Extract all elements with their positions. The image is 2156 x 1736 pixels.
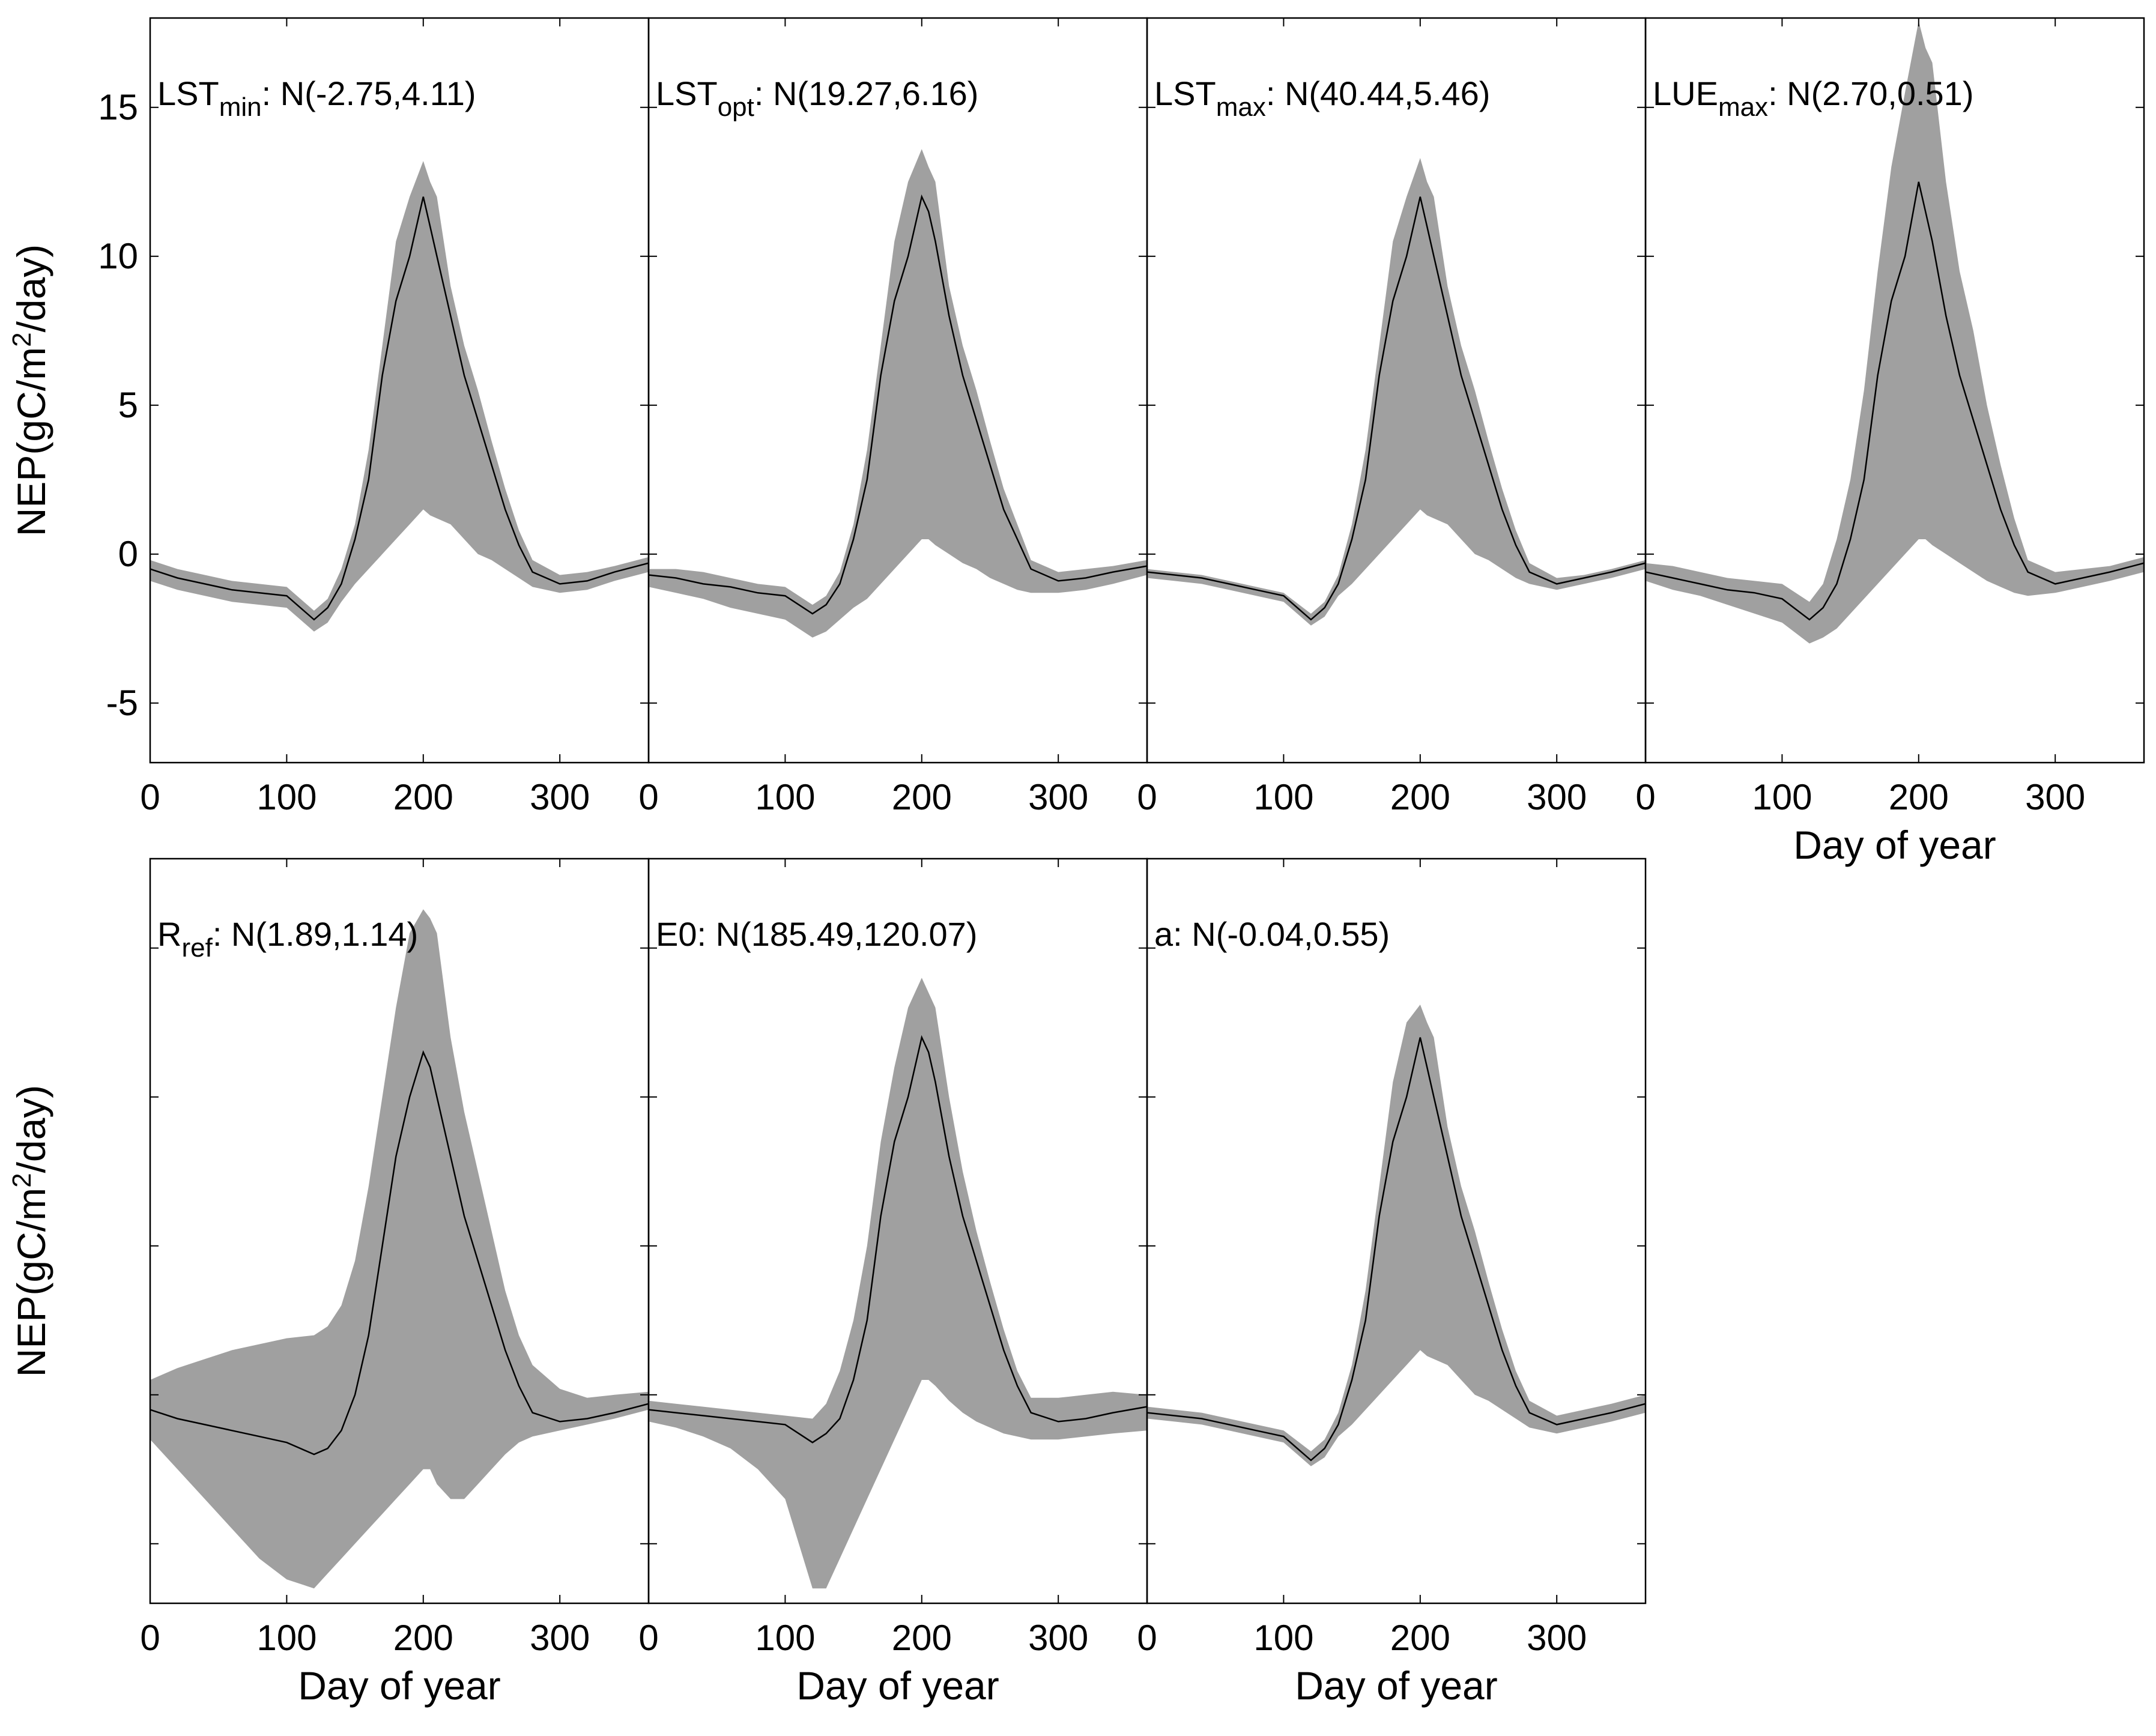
x-tick-label: 200 (393, 1618, 453, 1658)
x-tick-label: 200 (393, 777, 453, 817)
x-tick-label: 300 (1028, 1618, 1088, 1658)
y-axis-label: NEP(gC/m2/day) (7, 244, 53, 537)
uncertainty-band-lue-max (1646, 21, 2144, 644)
panel-lst-min: 0 100 200 300 -5 0 5 10 15 LSTmin: N(-2.75,4.11) (98, 17, 650, 817)
y-tick-label: 5 (118, 385, 138, 425)
x-tick-label: 200 (1889, 777, 1949, 817)
x-tick-label: 100 (755, 1618, 815, 1658)
panel-lue-max: 0 100 200 300 LUEmax: N(2.70,0.51) Day of yea… (1635, 17, 2145, 867)
x-tick-label: 300 (1028, 777, 1088, 817)
x-tick-label: 100 (256, 777, 316, 817)
x-tick-label: 0 (1635, 777, 1655, 817)
x-tick-label: 0 (140, 777, 160, 817)
x-tick-label: 0 (1137, 1618, 1157, 1658)
x-tick-label: 100 (256, 1618, 316, 1658)
panel-title-e0: E0: N(185.49,120.07) (656, 915, 977, 953)
x-tick-label: 300 (1527, 777, 1587, 817)
x-tick-label: 100 (1752, 777, 1812, 817)
uncertainty-band-lst-opt (649, 149, 1147, 638)
x-tick-label: 0 (1137, 777, 1157, 817)
x-tick-label: 200 (1390, 777, 1450, 817)
panel-title-a: a: N(-0.04,0.55) (1154, 915, 1390, 953)
x-tick-label: 0 (638, 1618, 658, 1658)
y-tick-label: 10 (98, 236, 138, 276)
x-tick-label: 100 (1253, 1618, 1313, 1658)
uncertainty-band-e0 (649, 978, 1147, 1589)
median-line-a (1147, 1037, 1646, 1462)
median-line-lue-max (1646, 181, 2144, 621)
x-axis-label: Day of year (1793, 823, 1996, 867)
x-axis-label: Day of year (1295, 1663, 1497, 1708)
panel-title-lst-min: LSTmin: N(-2.75,4.11) (157, 74, 476, 122)
axes-frame-lue-max (1644, 17, 2145, 764)
x-axis-label: Day of year (298, 1663, 500, 1708)
panel-e0: 0 100 200 300 E0: N(185.49,120.07) Day of yea… (638, 857, 1148, 1708)
panel-title-lue-max: LUEmax: N(2.70,0.51) (1653, 74, 1973, 122)
panel-title-lst-opt: LSTopt: N(19.27,6.16) (656, 74, 978, 122)
uncertainty-band-lst-max (1147, 158, 1646, 626)
panel-lst-max: 0 100 200 300 LSTmax: N(40.44,5.46) (1137, 17, 1647, 817)
y-tick-label: 0 (118, 534, 138, 574)
x-tick-label: 300 (530, 777, 590, 817)
x-tick-label: 200 (1390, 1618, 1450, 1658)
x-tick-label: 100 (755, 777, 815, 817)
x-tick-label: 100 (1253, 777, 1313, 817)
x-tick-label: 0 (140, 1618, 160, 1658)
x-tick-label: 200 (892, 1618, 952, 1658)
panel-a: 0 100 200 300 a: N(-0.04,0.55) Day of year (1137, 857, 1647, 1708)
median-line-lst-max (1147, 196, 1646, 621)
uncertainty-band-lst-min (150, 161, 649, 632)
median-line-lst-min (150, 196, 649, 621)
panel-r-ref: 0 100 200 300 Rref: N(1.89,1.14) Day of year (140, 857, 650, 1708)
y-tick-label: 15 (98, 87, 138, 127)
uncertainty-band-a (1147, 1005, 1646, 1466)
x-tick-label: 0 (638, 777, 658, 817)
panel-title-lst-max: LSTmax: N(40.44,5.46) (1154, 74, 1490, 122)
panel-lst-opt: 0 100 200 300 LSTopt: N(19.27,6.16) (638, 17, 1148, 817)
panel-title-r-ref: Rref: N(1.89,1.14) (157, 915, 418, 963)
x-tick-label: 300 (1527, 1618, 1587, 1658)
y-axis-label: NEP(gC/m2/day) (7, 1085, 53, 1378)
median-line-e0 (649, 1035, 1147, 1444)
x-tick-label: 200 (892, 777, 952, 817)
uncertainty-band-r-ref (150, 909, 649, 1589)
x-axis-label: Day of year (796, 1663, 999, 1708)
y-tick-label: -5 (106, 683, 138, 723)
axes-frame-a (1146, 857, 1647, 1604)
x-tick-label: 300 (2025, 777, 2085, 817)
median-line-r-ref (150, 1050, 649, 1456)
median-line-lst-opt (649, 194, 1147, 615)
x-tick-label: 300 (530, 1618, 590, 1658)
